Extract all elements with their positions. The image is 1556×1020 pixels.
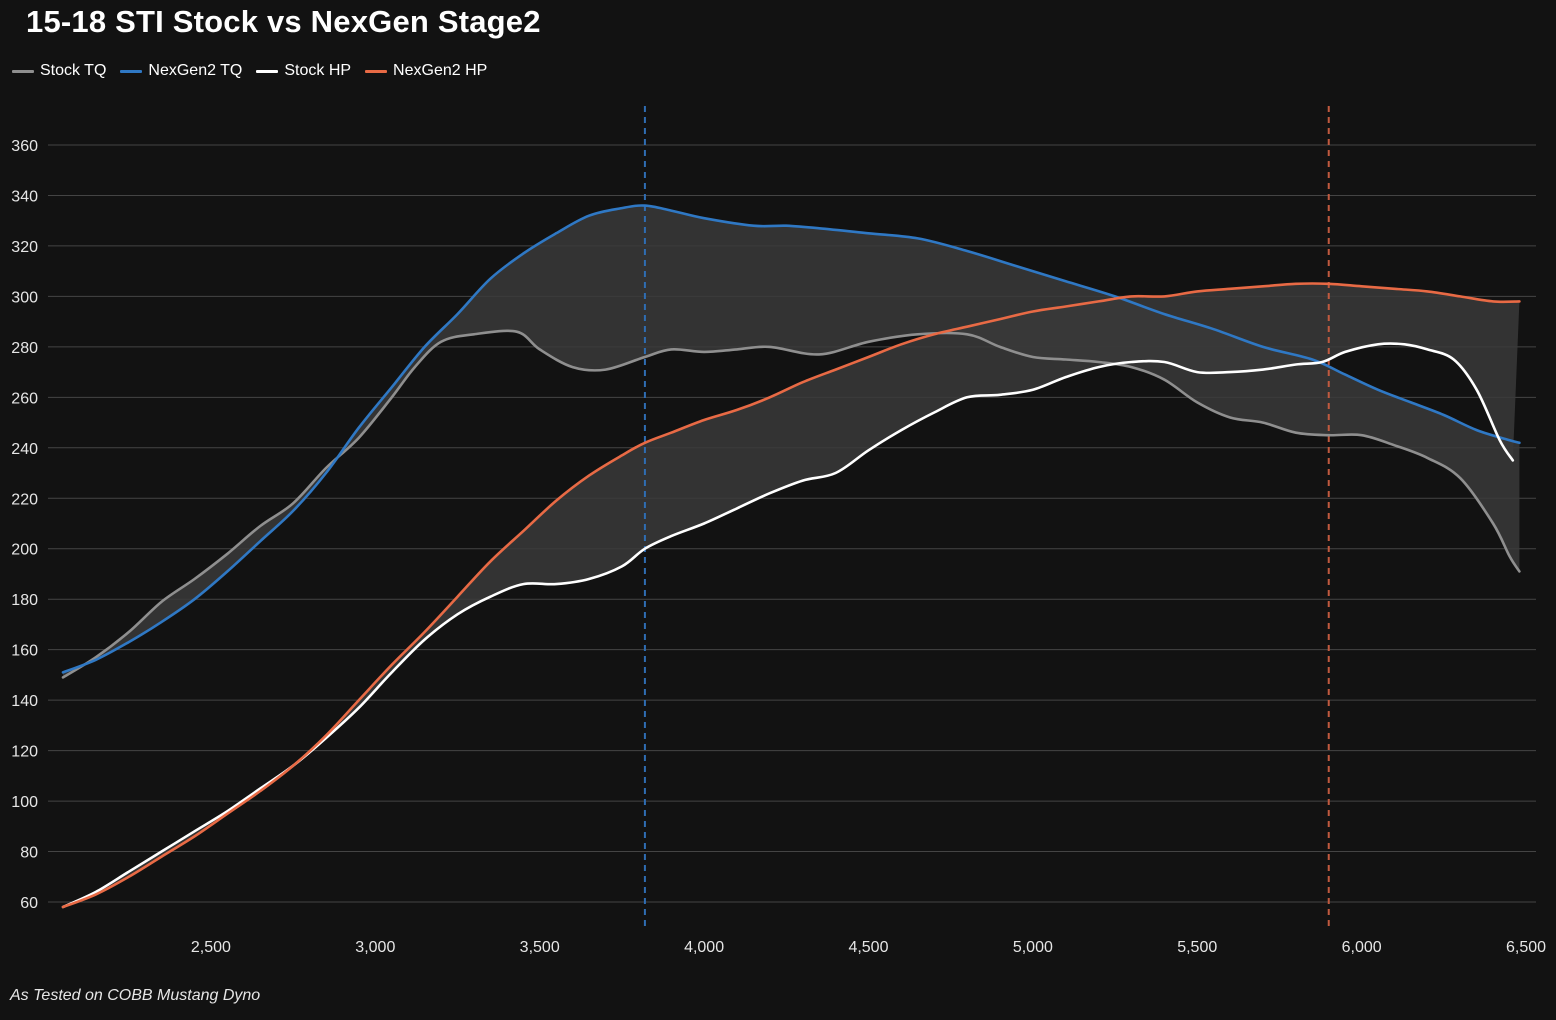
x-tick-label: 5,500 xyxy=(1177,939,1217,956)
y-tick-label: 220 xyxy=(11,491,38,508)
y-tick-label: 280 xyxy=(11,340,38,357)
y-tick-label: 160 xyxy=(11,643,38,660)
legend-item-nexgen2-hp[interactable]: NexGen2 HP xyxy=(365,62,487,80)
series-line-stock-tq xyxy=(61,329,1521,679)
legend-label-nexgen2-tq: NexGen2 TQ xyxy=(148,62,243,79)
x-tick-label: 5,000 xyxy=(1013,939,1053,956)
y-tick-label: 240 xyxy=(11,441,38,458)
x-tick-label: 4,500 xyxy=(848,939,888,956)
legend-swatch-stock-hp xyxy=(256,69,279,73)
x-tick-label: 6,000 xyxy=(1342,939,1382,956)
y-tick-label: 80 xyxy=(20,845,38,862)
x-tick-label: 2,500 xyxy=(191,939,231,956)
legend-item-nexgen2-tq[interactable]: NexGen2 TQ xyxy=(120,62,242,80)
legend-swatch-nexgen2-tq xyxy=(120,69,143,73)
x-tick-label: 3,500 xyxy=(520,939,560,956)
y-tick-label: 360 xyxy=(11,138,38,155)
legend-swatch-nexgen2-hp xyxy=(365,69,388,73)
x-tick-label: 3,000 xyxy=(355,939,395,956)
y-tick-label: 340 xyxy=(11,188,38,205)
legend-item-stock-hp[interactable]: Stock HP xyxy=(256,62,351,80)
series-line-stock-hp xyxy=(61,342,1515,909)
legend-label-stock-hp: Stock HP xyxy=(284,62,352,79)
legend: Stock TQ NexGen2 TQ Stock HP NexGen2 HP xyxy=(12,62,501,80)
legend-label-nexgen2-hp: NexGen2 HP xyxy=(393,62,488,79)
y-tick-label: 180 xyxy=(11,592,38,609)
y-tick-label: 300 xyxy=(11,289,38,306)
legend-item-stock-tq[interactable]: Stock TQ xyxy=(12,62,106,80)
y-tick-label: 260 xyxy=(11,390,38,407)
series-layer xyxy=(61,204,1521,909)
series-line-nexgen2-hp xyxy=(61,282,1521,909)
footnote: As Tested on COBB Mustang Dyno xyxy=(10,987,261,1004)
y-tick-label: 60 xyxy=(20,895,38,912)
y-tick-label: 200 xyxy=(11,542,38,559)
y-tick-label: 100 xyxy=(11,794,38,811)
legend-label-stock-tq: Stock TQ xyxy=(40,62,107,79)
y-tick-label: 140 xyxy=(11,693,38,710)
chart-title: 15-18 STI Stock vs NexGen Stage2 xyxy=(26,4,541,39)
vertical-markers xyxy=(643,106,1330,928)
x-axis-ticks: 2,500 3,000 3,500 4,000 4,500 5,000 5,500 6,000… xyxy=(191,939,1546,956)
series-line-nexgen2-tq xyxy=(61,204,1521,674)
y-axis-ticks: 60 80 100 120 140 160 180 200 220 240 260 280 300 320… xyxy=(11,138,38,912)
y-tick-label: 120 xyxy=(11,744,38,761)
shaded-region-1 xyxy=(63,283,1520,907)
legend-swatch-stock-tq xyxy=(12,69,34,73)
y-tick-label: 320 xyxy=(11,239,38,256)
x-tick-label: 4,000 xyxy=(684,939,724,956)
x-tick-label: 6,500 xyxy=(1506,939,1546,956)
shaded-regions xyxy=(63,205,1520,907)
